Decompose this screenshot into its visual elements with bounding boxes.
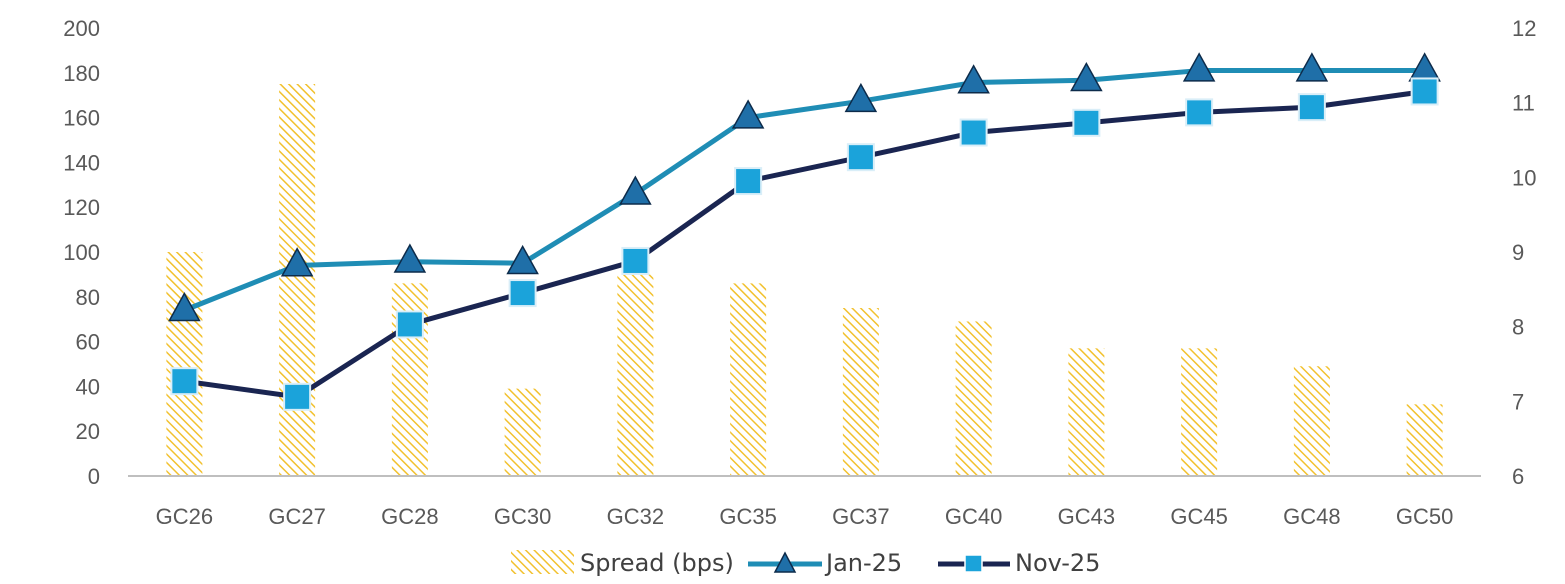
jan25-point: [393, 243, 427, 273]
jan25-point: [619, 175, 652, 205]
legend: Spread (bps) Jan-25 Nov-25: [511, 549, 1100, 577]
x-axis-tick-label: GC45: [1170, 504, 1227, 529]
left-axis-tick-label: 140: [63, 150, 100, 175]
nov25-point: [734, 167, 763, 196]
legend-nov25-swatch: [938, 554, 1010, 573]
x-axis-tick-label: GC37: [832, 504, 889, 529]
nov25-point: [621, 246, 650, 275]
legend-spread-swatch: [511, 550, 574, 574]
jan25-point: [506, 244, 539, 275]
x-axis-tick-label: GC35: [719, 504, 776, 529]
jan25-point: [844, 82, 878, 113]
x-axis-tick-label: GC26: [156, 504, 213, 529]
left-axis-tick-label: 200: [63, 16, 100, 41]
x-axis-tick-label: GC50: [1396, 504, 1453, 529]
jan25-point: [1182, 52, 1216, 82]
spread-bar: [1181, 348, 1218, 476]
nov25-point: [395, 310, 424, 339]
left-axis-tick-label: 100: [63, 240, 100, 265]
right-axis-tick-label: 6: [1512, 464, 1524, 489]
nov25-point: [1297, 93, 1326, 122]
left-axis-tick-label: 60: [76, 330, 100, 355]
left-axis: 0 20 40 60 80 100 120 140 160 180 200: [63, 16, 100, 489]
legend-jan25-label: Jan-25: [824, 549, 902, 577]
spread-bar: [166, 252, 203, 476]
spread-bar: [279, 84, 316, 476]
jan25-point: [168, 291, 201, 322]
x-axis-tick-label: GC27: [268, 504, 325, 529]
right-axis-tick-label: 9: [1512, 240, 1524, 265]
legend-nov25-label: Nov-25: [1015, 549, 1100, 577]
nov25-point: [508, 279, 537, 308]
left-axis-tick-label: 120: [63, 195, 100, 220]
nov25-point: [170, 367, 199, 396]
left-axis-tick-label: 80: [76, 285, 100, 310]
x-axis-tick-label: GC40: [945, 504, 1002, 529]
jan25-point: [957, 64, 990, 94]
spread-bar: [1406, 404, 1443, 476]
nov25-point: [1072, 108, 1101, 137]
x-axis-tick-label: GC30: [494, 504, 551, 529]
spread-bar: [955, 321, 992, 476]
right-axis-tick-label: 8: [1512, 315, 1524, 340]
spread-bar: [617, 274, 654, 476]
right-axis-tick-label: 12: [1512, 16, 1536, 41]
nov25-point: [846, 143, 875, 172]
left-axis-tick-label: 20: [76, 419, 100, 444]
nov25-point: [1185, 98, 1214, 127]
left-axis-tick-label: 180: [63, 61, 100, 86]
right-axis-tick-label: 7: [1512, 389, 1524, 414]
x-axis-tick-label: GC28: [381, 504, 438, 529]
jan25-point: [1295, 52, 1329, 82]
nov25-point: [959, 118, 988, 147]
spread-bar: [842, 308, 879, 476]
x-axis-tick-label: GC32: [607, 504, 664, 529]
nov25-point: [1410, 77, 1439, 106]
jan25-point: [731, 99, 765, 129]
spread-bar: [504, 388, 541, 476]
right-axis-tick-label: 10: [1512, 165, 1536, 190]
left-axis-tick-label: 160: [63, 106, 100, 131]
right-axis-tick-label: 11: [1512, 91, 1535, 116]
left-axis-tick-label: 0: [88, 464, 100, 489]
spread-bar: [730, 283, 767, 476]
jan25-point: [1408, 52, 1441, 82]
nov25-point: [283, 382, 312, 411]
nov25-line: [184, 88, 1425, 400]
legend-spread-label: Spread (bps): [580, 549, 734, 577]
left-axis-tick-label: 40: [76, 374, 100, 399]
x-axis-labels: GC26 GC27 GC28 GC30 GC32 GC35 GC37 GC40 GC43 GC45…: [156, 504, 1454, 529]
yield-lines: [168, 52, 1441, 411]
jan25-point: [1070, 61, 1103, 92]
right-axis: 6 7 8 9 10 11 12: [1512, 16, 1536, 489]
spread-bar: [1293, 366, 1330, 476]
spread-bar: [1068, 348, 1105, 476]
legend-jan25-swatch: [748, 551, 822, 573]
jan25-line: [183, 68, 1425, 313]
jan25-point: [280, 247, 314, 277]
x-axis-tick-label: GC43: [1058, 504, 1115, 529]
x-axis-tick-label: GC48: [1283, 504, 1340, 529]
spread-bars: [166, 84, 1443, 476]
